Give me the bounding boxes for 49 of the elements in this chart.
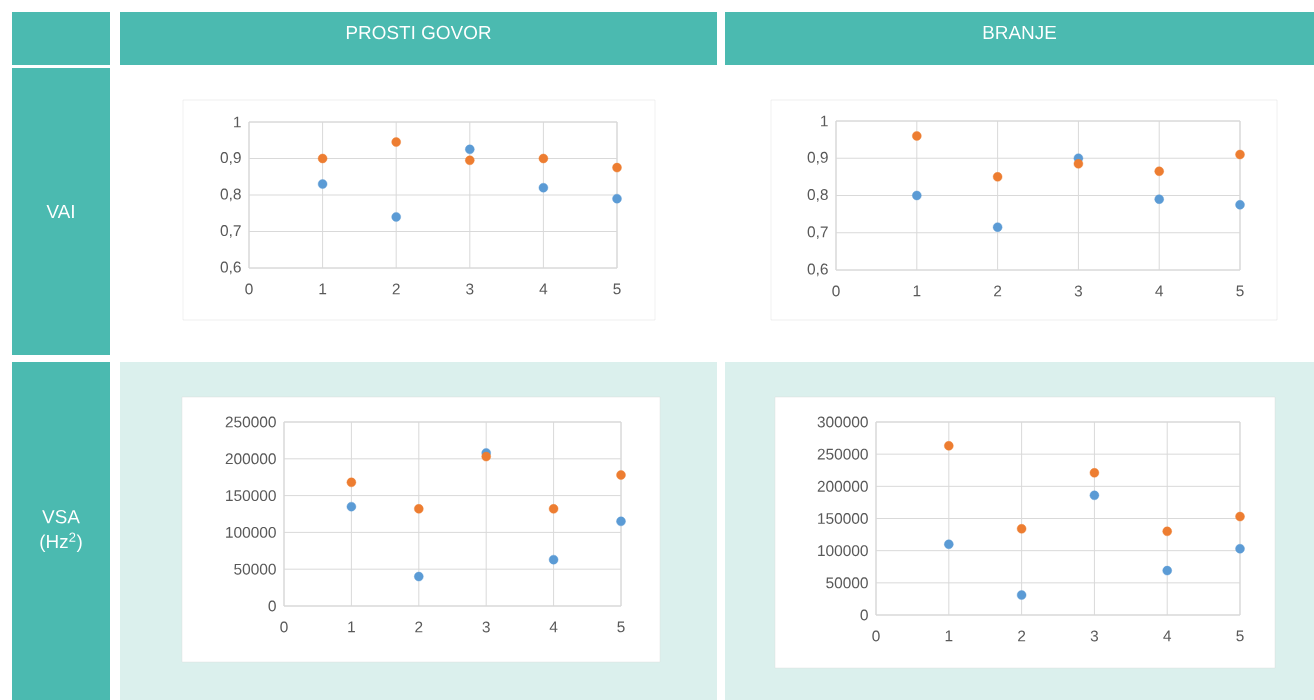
x-tick-label: 3	[1090, 630, 1099, 642]
x-tick-label: 4	[539, 283, 548, 295]
y-tick-label: 100000	[818, 545, 868, 557]
x-tick-label: 3	[466, 283, 474, 295]
x-tick-label: 1	[348, 621, 355, 633]
y-axis-title: VAI	[46, 204, 74, 219]
x-tick-label: 0	[872, 630, 880, 642]
y-tick-label: 0	[860, 609, 868, 621]
x-tick-label: 5	[1236, 285, 1244, 297]
x-tick-label: 2	[994, 285, 1002, 297]
y-tick-label: 0,8	[220, 188, 241, 202]
x-tick-label: 4	[1155, 285, 1164, 297]
y-tick-label: 0,6	[220, 261, 241, 275]
x-tick-label: 5	[613, 283, 621, 295]
chart-title: BRANJE	[983, 25, 1057, 40]
x-tick-label: 0	[280, 621, 288, 633]
y-axis-title: VSA (Hz$^{2}$)	[40, 509, 82, 553]
y-tick-label: 0	[268, 600, 276, 612]
y-tick-label: 50000	[234, 563, 276, 575]
chart-title: PROSTI GOVOR	[346, 25, 491, 40]
y-tick-label: 0,9	[807, 151, 828, 165]
y-tick-label: 150000	[818, 513, 868, 524]
y-tick-label: 1	[234, 116, 241, 128]
x-tick-label: 5	[1236, 630, 1244, 642]
y-tick-label: 0,6	[807, 263, 828, 277]
y-tick-label: 250000	[225, 416, 276, 428]
x-tick-label: 1	[319, 283, 327, 295]
y-tick-label: 0,7	[220, 225, 241, 238]
y-tick-label: 1	[821, 115, 828, 127]
x-tick-label: 1	[945, 630, 953, 642]
x-tick-label: 5	[617, 621, 625, 633]
y-tick-label: 0,7	[807, 226, 828, 240]
x-tick-label: 1	[913, 285, 921, 297]
x-tick-label: 4	[1163, 630, 1172, 642]
x-tick-label: 2	[415, 621, 423, 633]
y-tick-label: 200000	[225, 453, 276, 465]
y-tick-label: 100000	[226, 526, 276, 538]
x-tick-label: 2	[392, 283, 400, 295]
x-tick-label: 3	[482, 621, 490, 633]
y-tick-label: 0,9	[220, 152, 241, 165]
y-tick-label: 150000	[226, 490, 276, 502]
y-tick-label: 200000	[817, 480, 868, 492]
y-tick-label: 250000	[817, 448, 868, 460]
y-tick-label: 300000	[817, 416, 868, 428]
x-tick-label: 3	[1074, 285, 1083, 297]
x-tick-label: 4	[549, 621, 558, 633]
y-tick-label: 50000	[826, 577, 868, 589]
y-tick-label: 0,8	[807, 189, 828, 202]
x-tick-label: 2	[1018, 630, 1026, 642]
